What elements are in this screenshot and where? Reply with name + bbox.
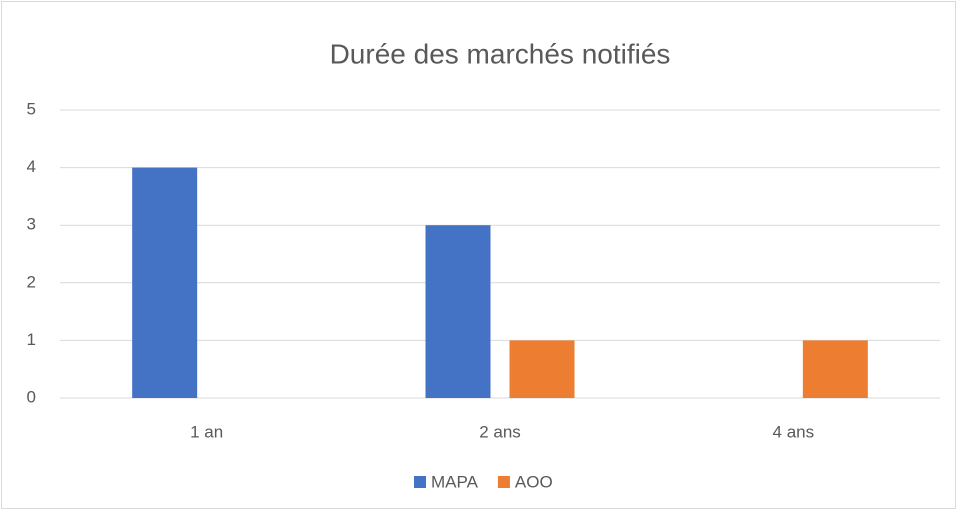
bar (802, 340, 868, 398)
legend-label: MAPA (431, 472, 479, 491)
y-tick-label: 2 (27, 272, 36, 291)
y-tick-label: 1 (27, 330, 36, 349)
bar (132, 167, 198, 398)
y-tick-label: 4 (27, 157, 36, 176)
y-tick-label: 0 (27, 387, 36, 406)
x-tick-label: 2 ans (479, 422, 521, 441)
bar (509, 340, 575, 398)
y-tick-label: 3 (27, 215, 36, 234)
x-tick-label: 1 an (190, 422, 223, 441)
y-tick-label: 5 (27, 99, 36, 118)
x-tick-label: 4 ans (773, 422, 815, 441)
legend-swatch (414, 476, 426, 488)
legend-swatch (497, 476, 510, 488)
bar (425, 225, 491, 398)
chart-title: Durée des marchés notifiés (330, 38, 671, 69)
legend-label: AOO (515, 472, 553, 491)
